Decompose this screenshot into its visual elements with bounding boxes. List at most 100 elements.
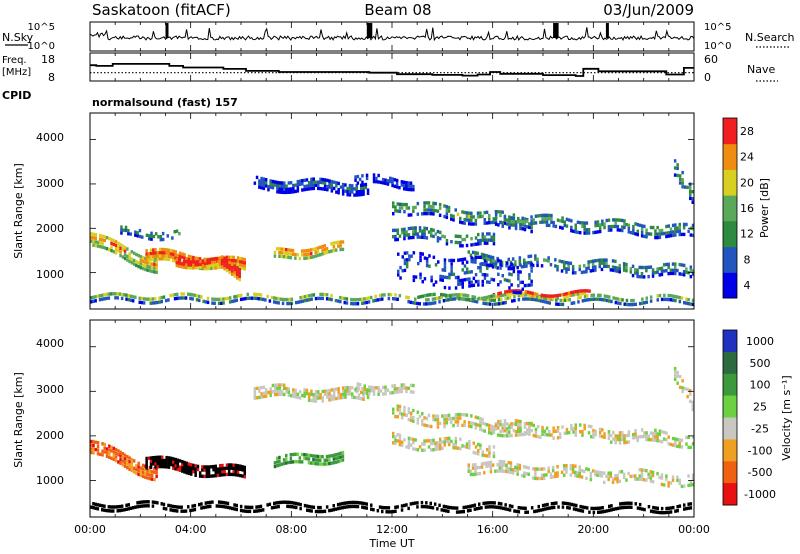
velocity-panel: 1000 2000 3000 4000 Slant Range [km] 100… [12,319,793,518]
heatmap-cell [568,502,571,506]
heatmap-cell [447,417,451,421]
heatmap-cell [383,293,386,297]
heatmap-cell [492,242,496,246]
heatmap-cell [427,445,431,449]
heatmap-cell [523,217,527,221]
heatmap-cell [130,250,134,254]
heatmap-cell [501,274,504,278]
heatmap-cell [587,266,590,270]
heatmap-cell [140,296,144,301]
heatmap-cell [305,252,308,257]
heatmap-cell [551,465,555,470]
heatmap-cell [574,430,577,434]
heatmap-cell [167,257,171,262]
heatmap-cell [493,302,496,306]
heatmap-cell [220,500,223,504]
heatmap-cell [167,248,171,252]
heatmap-cell [208,258,212,262]
heatmap-cell [289,393,293,398]
heatmap-cell [645,268,648,273]
heatmap-cell [555,501,558,505]
heatmap-cell [531,476,535,480]
heatmap-cell [450,240,453,244]
heatmap-cell [226,505,230,510]
heatmap-cell [660,440,664,444]
heatmap-cell [632,436,635,440]
heatmap-cell [577,296,580,300]
heatmap-cell [372,179,376,184]
heatmap-cell [627,433,631,437]
heatmap-cell [288,301,291,306]
heatmap-cell [312,183,315,187]
heatmap-cell [387,510,391,514]
heatmap-cell [569,464,573,468]
xlabel: Time UT [368,537,414,550]
heatmap-cell [142,500,146,504]
heatmap-cell [546,506,549,511]
heatmap-cell [325,250,329,255]
heatmap-cell [335,396,338,401]
heatmap-cell [125,507,128,511]
heatmap-cell [574,426,577,431]
heatmap-cell [216,265,220,270]
heatmap-cell [281,297,285,302]
heatmap-cell [512,422,516,426]
heatmap-cell [260,179,263,184]
heatmap-cell [481,283,484,287]
heatmap-cell [308,504,311,509]
heatmap-cell [387,292,391,297]
heatmap-cell [570,301,574,305]
heatmap-cell [432,417,435,422]
heatmap-cell [182,259,186,263]
heatmap-cell [94,502,97,506]
heatmap-cell [192,255,195,260]
heatmap-cell [150,269,154,274]
heatmap-cell [673,374,677,378]
heatmap-cell [171,236,174,240]
heatmap-cell [457,258,460,262]
heatmap-cell [656,506,659,510]
heatmap-cell [610,299,613,304]
heatmap-cell [298,456,302,460]
heatmap-cell [185,257,188,261]
heatmap-cell [285,386,288,391]
heatmap-cell [683,387,687,391]
heatmap-cell [466,505,470,509]
heatmap-cell [389,510,393,514]
heatmap-cell [601,428,604,432]
heatmap-cell [616,228,620,232]
heatmap-cell [536,435,540,439]
heatmap-cell [339,240,342,244]
colorbar-tick: 8 [744,253,751,266]
heatmap-cell [678,374,682,379]
heatmap-cell [545,213,549,217]
heatmap-cell [658,267,661,271]
heatmap-cell [167,254,171,259]
heatmap-cell [112,457,116,462]
heatmap-cell [570,219,573,223]
heatmap-cell [278,455,281,460]
heatmap-cell [567,291,571,295]
heatmap-cell [244,505,247,509]
heatmap-cell [339,451,342,455]
heatmap-cell [563,467,566,471]
colorbar-tick: 12 [740,228,754,241]
heatmap-cell [301,179,304,183]
heatmap-cell [660,473,664,477]
heatmap-cell [678,438,681,442]
heatmap-cell [321,248,324,252]
heatmap-cell [198,502,201,507]
heatmap-cell [654,510,657,514]
heatmap-cell [416,301,419,306]
heatmap-cell [687,435,690,440]
heatmap-cell [454,420,457,424]
heatmap-cell [120,231,123,235]
heatmap-cell [499,423,502,427]
heatmap-cell [523,283,527,288]
heatmap-cell [222,297,225,301]
heatmap-cell [461,268,464,272]
heatmap-cell [599,297,602,302]
heatmap-cell [321,292,324,297]
heatmap-cell [649,265,653,269]
heatmap-cell [398,234,402,238]
